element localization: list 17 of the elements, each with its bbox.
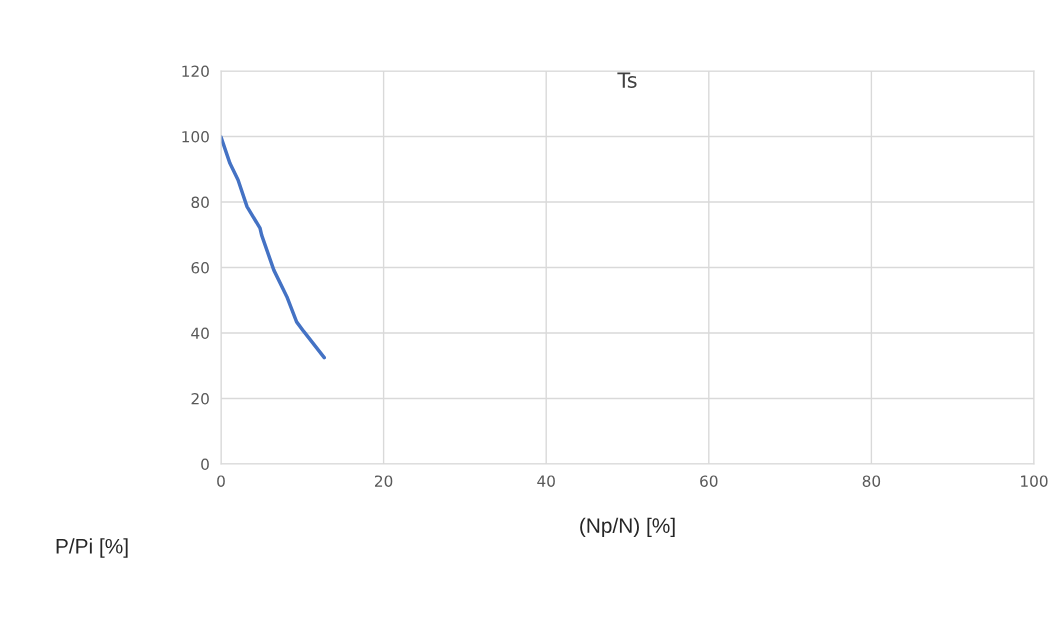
- chart-title: Ts: [617, 72, 637, 88]
- y-tick-label: 0: [201, 458, 209, 471]
- x-axis-title: (Np/N) [%]: [580, 517, 675, 538]
- x-tick-label: 40: [537, 475, 555, 487]
- y-axis-title: P/Pi [%]: [56, 538, 128, 558]
- x-tick-label: 20: [375, 475, 393, 487]
- y-tick-label: 120: [182, 65, 209, 78]
- x-tick-label: 0: [217, 475, 225, 487]
- y-tick-label: 100: [182, 130, 209, 143]
- x-tick-label: 100: [1021, 475, 1048, 487]
- y-tick-label: 60: [191, 261, 209, 274]
- y-tick-label: 20: [191, 392, 209, 405]
- x-tick-label: 80: [862, 475, 881, 487]
- y-tick-label: 40: [191, 327, 209, 340]
- y-tick-label: 80: [191, 196, 209, 209]
- x-tick-label: 60: [700, 475, 718, 487]
- line-series: [221, 135, 326, 360]
